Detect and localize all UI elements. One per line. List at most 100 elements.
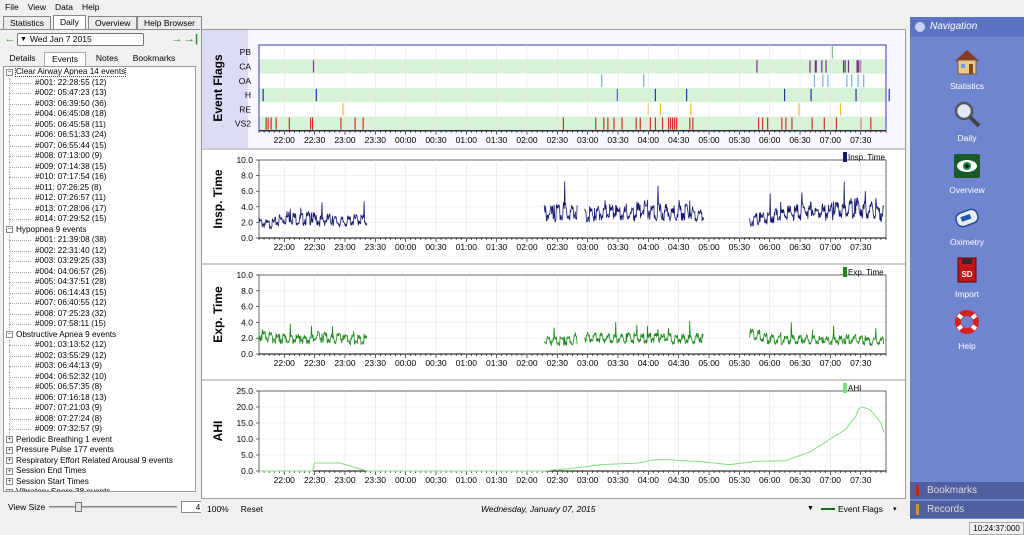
- navigation-panel: Navigation Statistics Daily Overview: [910, 17, 1024, 519]
- event-item[interactable]: #003: 03:29:25 (33): [4, 256, 195, 267]
- event-item[interactable]: #005: 04:37:51 (28): [4, 277, 195, 288]
- event-item[interactable]: #004: 04:06:57 (26): [4, 266, 195, 278]
- event-item[interactable]: #004: 06:52:32 (10): [4, 371, 195, 383]
- date-picker[interactable]: ▼ Wed Jan 7 2015: [17, 32, 144, 46]
- event-item[interactable]: #012: 07:26:57 (11): [4, 193, 195, 204]
- nav-footer-records[interactable]: Records: [910, 501, 1024, 518]
- flag-row-label: PB: [240, 47, 252, 57]
- next-day-arrow-icon[interactable]: →: [171, 33, 183, 45]
- scroll-arrow-icon[interactable]: ▾: [893, 505, 897, 513]
- tab-events[interactable]: Events: [44, 52, 86, 66]
- event-item[interactable]: #006: 06:51:33 (24): [4, 130, 195, 141]
- event-item[interactable]: #002: 03:55:29 (12): [4, 350, 195, 362]
- event-category[interactable]: + Vibratory Snore 38 events: [4, 487, 195, 491]
- x-tick-label: 05:00: [698, 135, 720, 145]
- event-item[interactable]: #009: 07:58:11 (15): [4, 319, 195, 330]
- event-item[interactable]: #003: 06:44:13 (9): [4, 361, 195, 372]
- nav-item-help[interactable]: Help: [910, 307, 1024, 351]
- main-tabs: Statistics Daily Overview Help Browser: [0, 15, 203, 30]
- event-item[interactable]: #005: 06:45:58 (11): [4, 119, 195, 131]
- view-size-slider[interactable]: [49, 501, 178, 513]
- event-category[interactable]: + Session End Times: [4, 466, 195, 477]
- expand-icon[interactable]: +: [6, 446, 13, 454]
- nav-item-statistics[interactable]: Statistics: [910, 47, 1024, 91]
- detail-tabs: Details Events Notes Bookmarks: [3, 52, 198, 66]
- nav-item-overview[interactable]: Overview: [910, 151, 1024, 195]
- expand-icon[interactable]: +: [6, 457, 13, 464]
- event-item[interactable]: #010: 07:17:54 (16): [4, 172, 195, 183]
- nav-item-daily[interactable]: Daily: [910, 99, 1024, 143]
- import-icon: SD: [957, 257, 977, 283]
- event-item[interactable]: #006: 07:16:18 (13): [4, 392, 195, 404]
- event-item[interactable]: #002: 22:31:40 (12): [4, 245, 195, 257]
- event-category[interactable]: − Clear Airway Apnea 14 events: [4, 67, 195, 78]
- last-day-arrow-icon[interactable]: →|: [184, 33, 199, 45]
- graph-selector[interactable]: Event Flags: [838, 503, 883, 514]
- x-tick-label: 03:00: [577, 475, 599, 485]
- tab-statistics[interactable]: Statistics: [3, 16, 52, 30]
- nav-item-label: Statistics: [949, 81, 984, 91]
- expand-icon[interactable]: +: [6, 436, 13, 443]
- event-flags-title: Event Flags: [211, 54, 225, 122]
- event-item[interactable]: #002: 05:47:23 (13): [4, 88, 195, 99]
- collapse-icon[interactable]: −: [6, 226, 13, 233]
- chevron-down-icon[interactable]: ▼: [807, 505, 814, 512]
- nav-item-import[interactable]: SD Import: [910, 255, 1024, 299]
- daily-icon: [954, 101, 981, 128]
- event-item[interactable]: #011: 07:26:25 (8): [4, 182, 195, 194]
- event-category[interactable]: − Hypopnea 9 events: [4, 225, 195, 236]
- x-tick-label: 06:30: [789, 475, 811, 485]
- view-size-value[interactable]: 4: [181, 501, 204, 513]
- slider-thumb[interactable]: [75, 502, 83, 512]
- menu-data[interactable]: Data: [54, 2, 73, 12]
- nav-footer-bookmarks[interactable]: Bookmarks: [910, 482, 1024, 499]
- event-category[interactable]: − Obstructive Apnea 9 events: [4, 330, 195, 341]
- event-item[interactable]: #005: 06:57:35 (8): [4, 382, 195, 393]
- expand-icon[interactable]: +: [6, 478, 13, 485]
- flag-row-bg: [259, 87, 886, 103]
- event-category[interactable]: + Pressure Pulse 177 events: [4, 445, 195, 456]
- event-item[interactable]: #009: 07:32:57 (9): [4, 424, 195, 435]
- event-item[interactable]: #009: 07:14:38 (15): [4, 161, 195, 173]
- menu-view[interactable]: View: [27, 2, 46, 12]
- tab-notes[interactable]: Notes: [95, 53, 119, 63]
- tab-details[interactable]: Details: [9, 53, 36, 63]
- expand-icon[interactable]: +: [6, 467, 13, 475]
- event-item[interactable]: #004: 06:45:08 (18): [4, 109, 195, 120]
- nav-item-oximetry[interactable]: Oximetry: [910, 203, 1024, 247]
- menu-help[interactable]: Help: [81, 2, 100, 12]
- reset-button[interactable]: Reset: [240, 503, 263, 514]
- event-category[interactable]: + Respiratory Effort Related Arousal 9 ev…: [4, 456, 195, 467]
- tab-daily[interactable]: Daily: [53, 15, 86, 30]
- event-item[interactable]: #008: 07:25:23 (32): [4, 308, 195, 320]
- x-tick-label: 05:00: [698, 358, 720, 368]
- event-item[interactable]: #008: 07:13:00 (9): [4, 151, 195, 162]
- event-item[interactable]: #003: 06:39:50 (36): [4, 98, 195, 110]
- collapse-icon[interactable]: −: [6, 331, 13, 338]
- x-tick-label: 03:30: [607, 242, 629, 252]
- tab-bookmarks[interactable]: Bookmarks: [132, 53, 176, 63]
- event-category[interactable]: + Periodic Breathing 1 event: [4, 435, 195, 446]
- data-series-line: [749, 181, 884, 228]
- event-item[interactable]: #007: 07:21:03 (9): [4, 403, 195, 414]
- x-tick-label: 23:00: [334, 135, 356, 145]
- event-category[interactable]: + Session Start Times: [4, 477, 195, 488]
- event-item[interactable]: #007: 06:40:55 (12): [4, 298, 195, 309]
- event-item[interactable]: #013: 07:28:06 (17): [4, 203, 195, 215]
- event-item[interactable]: #001: 03:13:52 (12): [4, 340, 195, 351]
- tab-help-browser[interactable]: Help Browser: [137, 16, 203, 30]
- event-item[interactable]: #007: 06:55:44 (15): [4, 140, 195, 152]
- event-item[interactable]: #001: 22:28:55 (12): [4, 77, 195, 89]
- event-item[interactable]: #014: 07:29:52 (15): [4, 214, 195, 225]
- chevron-down-icon: ▼: [20, 35, 27, 43]
- event-item[interactable]: #006: 06:14:43 (15): [4, 287, 195, 299]
- menu-file[interactable]: File: [5, 2, 19, 12]
- event-tree: − Clear Airway Apnea 14 events #001: 22:28…: [3, 66, 196, 492]
- expand-icon[interactable]: +: [6, 488, 13, 491]
- previous-day-arrow-icon[interactable]: ←: [4, 33, 16, 45]
- tab-overview[interactable]: Overview: [88, 16, 138, 30]
- x-tick-label: 04:30: [668, 358, 690, 368]
- event-item[interactable]: #001: 21:39:08 (38): [4, 235, 195, 246]
- event-item[interactable]: #008: 07:27:24 (8): [4, 413, 195, 425]
- collapse-icon[interactable]: −: [6, 68, 13, 76]
